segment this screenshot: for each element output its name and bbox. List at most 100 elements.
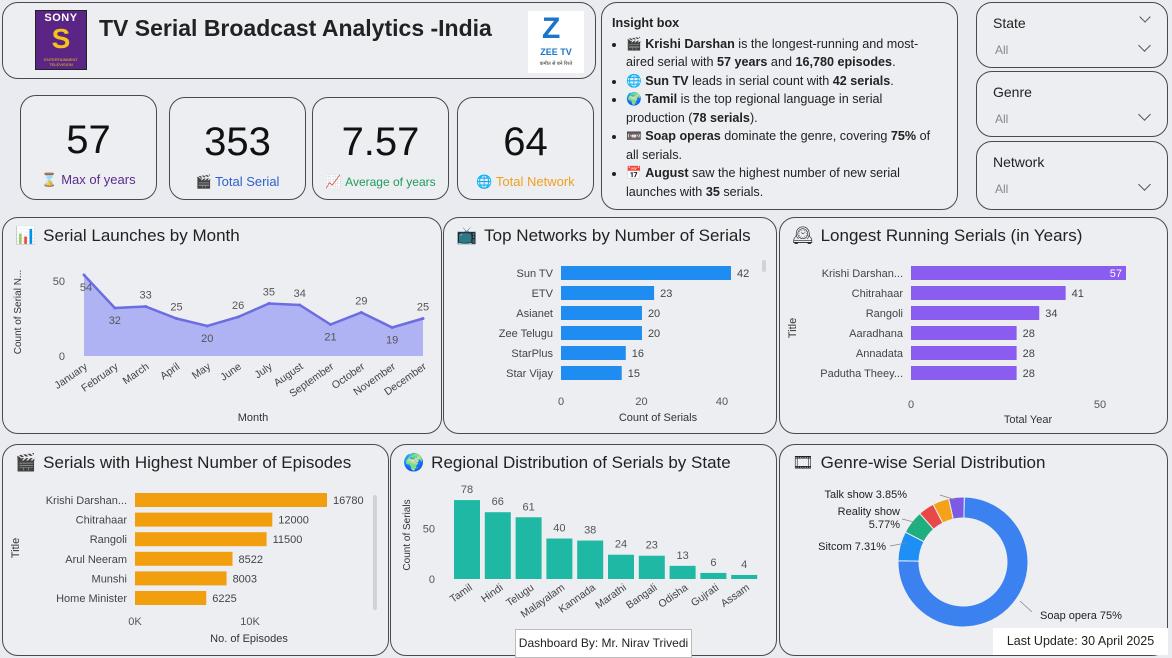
bar (515, 517, 542, 579)
bar (669, 565, 696, 579)
globe-icon: 🌐 (476, 174, 493, 189)
slice-label: Soap opera 75% (1040, 610, 1122, 622)
sony-logo: SONY S ENTERTAINMENT TELEVISION (35, 10, 87, 70)
category-label: Sun TV (517, 268, 554, 280)
networks-bar-chart: Sun TV 42 ETV 23 Asianet 20 Zee Telugu 20 StarPl… (499, 260, 766, 424)
panel-title: 🎞 Genre-wise Serial Distribution (792, 453, 1046, 472)
data-label: 25 (170, 302, 182, 314)
tv-icon: 📼 (626, 129, 646, 143)
bar (484, 512, 511, 579)
data-label: 20 (648, 308, 660, 320)
x-axis-title: Count of Serials (619, 412, 698, 424)
insight-bold-text: Soap operas (645, 129, 721, 143)
bar (135, 591, 207, 605)
kpi-max-years: 57 ⌛ Max of years (20, 95, 157, 200)
slicer-label: Genre (993, 84, 1032, 100)
x-tick-label: 40 (716, 396, 728, 408)
x-tick-label: Bangali (624, 582, 660, 612)
data-label: 29 (355, 296, 367, 308)
data-label: 20 (201, 333, 213, 345)
data-label: 57 (1110, 268, 1122, 280)
panel-title: 🕰 Longest Running Serials (in Years) (792, 226, 1083, 245)
category-label: Aaradhana (849, 328, 904, 340)
earth-icon: 🌍 (403, 453, 425, 472)
film-icon: 🎞 (792, 453, 814, 472)
bar (135, 493, 327, 507)
slicer-value[interactable]: All (995, 182, 1009, 196)
x-tick-label: 0K (128, 616, 142, 628)
insight-item: 🎬 Krishi Darshan is the longest-running … (626, 35, 942, 72)
insight-item: 📼 Soap operas dominate the genre, coveri… (626, 127, 942, 164)
data-point (359, 311, 363, 314)
data-label: 40 (553, 523, 565, 535)
bar (561, 306, 642, 320)
bar (135, 571, 227, 586)
x-tick-label: Marathi (593, 582, 629, 612)
x-tick-label: Tamil (448, 582, 475, 606)
slicer-value[interactable]: All (995, 112, 1009, 126)
x-tick-label: Gujrati (689, 582, 721, 610)
category-label: Chitrahaar (76, 515, 128, 527)
slicer-value[interactable]: All (995, 43, 1009, 57)
zee-z-mark: Z (542, 12, 561, 45)
category-label: Home Minister (56, 593, 127, 605)
insight-title: Insight box (612, 16, 680, 30)
x-tick-label: Assam (719, 581, 752, 609)
slicer-label: Network (993, 154, 1045, 170)
insight-bold-text: Sun TV (645, 73, 689, 88)
y-axis-title: Count of Serials (402, 499, 413, 570)
x-tick-label: Hindi (479, 582, 505, 606)
bar (608, 554, 634, 579)
data-label: 41 (1072, 288, 1084, 300)
zee-logo: Z ZEE TV कमीत से बने रिश्ते (528, 11, 584, 73)
bar (911, 366, 1017, 380)
data-label: 13 (676, 550, 688, 562)
sony-s-mark: S (51, 23, 71, 54)
x-tick-label: 10K (240, 616, 260, 628)
data-point (421, 317, 425, 320)
leader-line (901, 518, 919, 524)
last-update-box: Last Update: 30 April 2025 (993, 628, 1168, 655)
data-label: 8522 (239, 554, 263, 566)
data-label: 33 (140, 290, 152, 302)
category-label: Munshi (92, 573, 127, 585)
clapper-icon: 🎬 (626, 36, 646, 51)
slicer-genre[interactable]: Genre All (976, 71, 1168, 137)
slice-label: Reality show (838, 506, 900, 518)
slicer-state[interactable]: State All (976, 2, 1168, 68)
dropdown-chevron-icon[interactable] (1138, 178, 1151, 191)
category-label: Star Vijay (506, 368, 553, 380)
dropdown-chevron-icon[interactable] (1138, 108, 1151, 121)
insight-content: Insight box 🎬 Krishi Darshan is the long… (612, 14, 942, 201)
slicer-label: State (993, 15, 1026, 31)
slicer-network[interactable]: Network All (976, 141, 1168, 210)
bar (561, 366, 622, 380)
slice-label: Sitcom 7.31% (818, 541, 886, 553)
insight-bold-text: 78 serials (692, 110, 750, 125)
longest-bar-chart: Krishi Darshan... 57 Chitrahaar 41 Rangoli 34… (787, 266, 1126, 426)
credit-text: Dashboard By: Mr. Nirav Trivedi (518, 636, 689, 650)
category-label: ETV (532, 288, 554, 300)
data-label: 38 (584, 525, 596, 537)
bar (911, 346, 1017, 360)
data-label: 6225 (212, 593, 236, 605)
bar (638, 555, 665, 579)
chart-up-icon: 📈 (325, 174, 342, 189)
kpi-value: 64 (503, 120, 548, 164)
insight-bold-text: Tamil (645, 92, 678, 106)
data-label: 11500 (273, 534, 303, 546)
bar-chart-icon: 📊 (15, 226, 37, 245)
insight-text: . (892, 55, 896, 69)
bar (135, 532, 267, 547)
category-label: Chitrahaar (852, 288, 904, 300)
insight-bold-text: 16,780 episodes (795, 55, 893, 69)
clapper-icon: 🎬 (15, 453, 37, 472)
scrollbar (373, 495, 377, 610)
category-label: Asianet (516, 308, 553, 320)
chevron-down-icon[interactable] (1139, 11, 1151, 23)
dropdown-chevron-icon[interactable] (1138, 39, 1151, 52)
data-point (329, 323, 333, 326)
data-label: 15 (628, 368, 640, 380)
kpi-value: 7.57 (341, 120, 420, 164)
y-axis-title: Count of Serial N... (13, 270, 24, 354)
